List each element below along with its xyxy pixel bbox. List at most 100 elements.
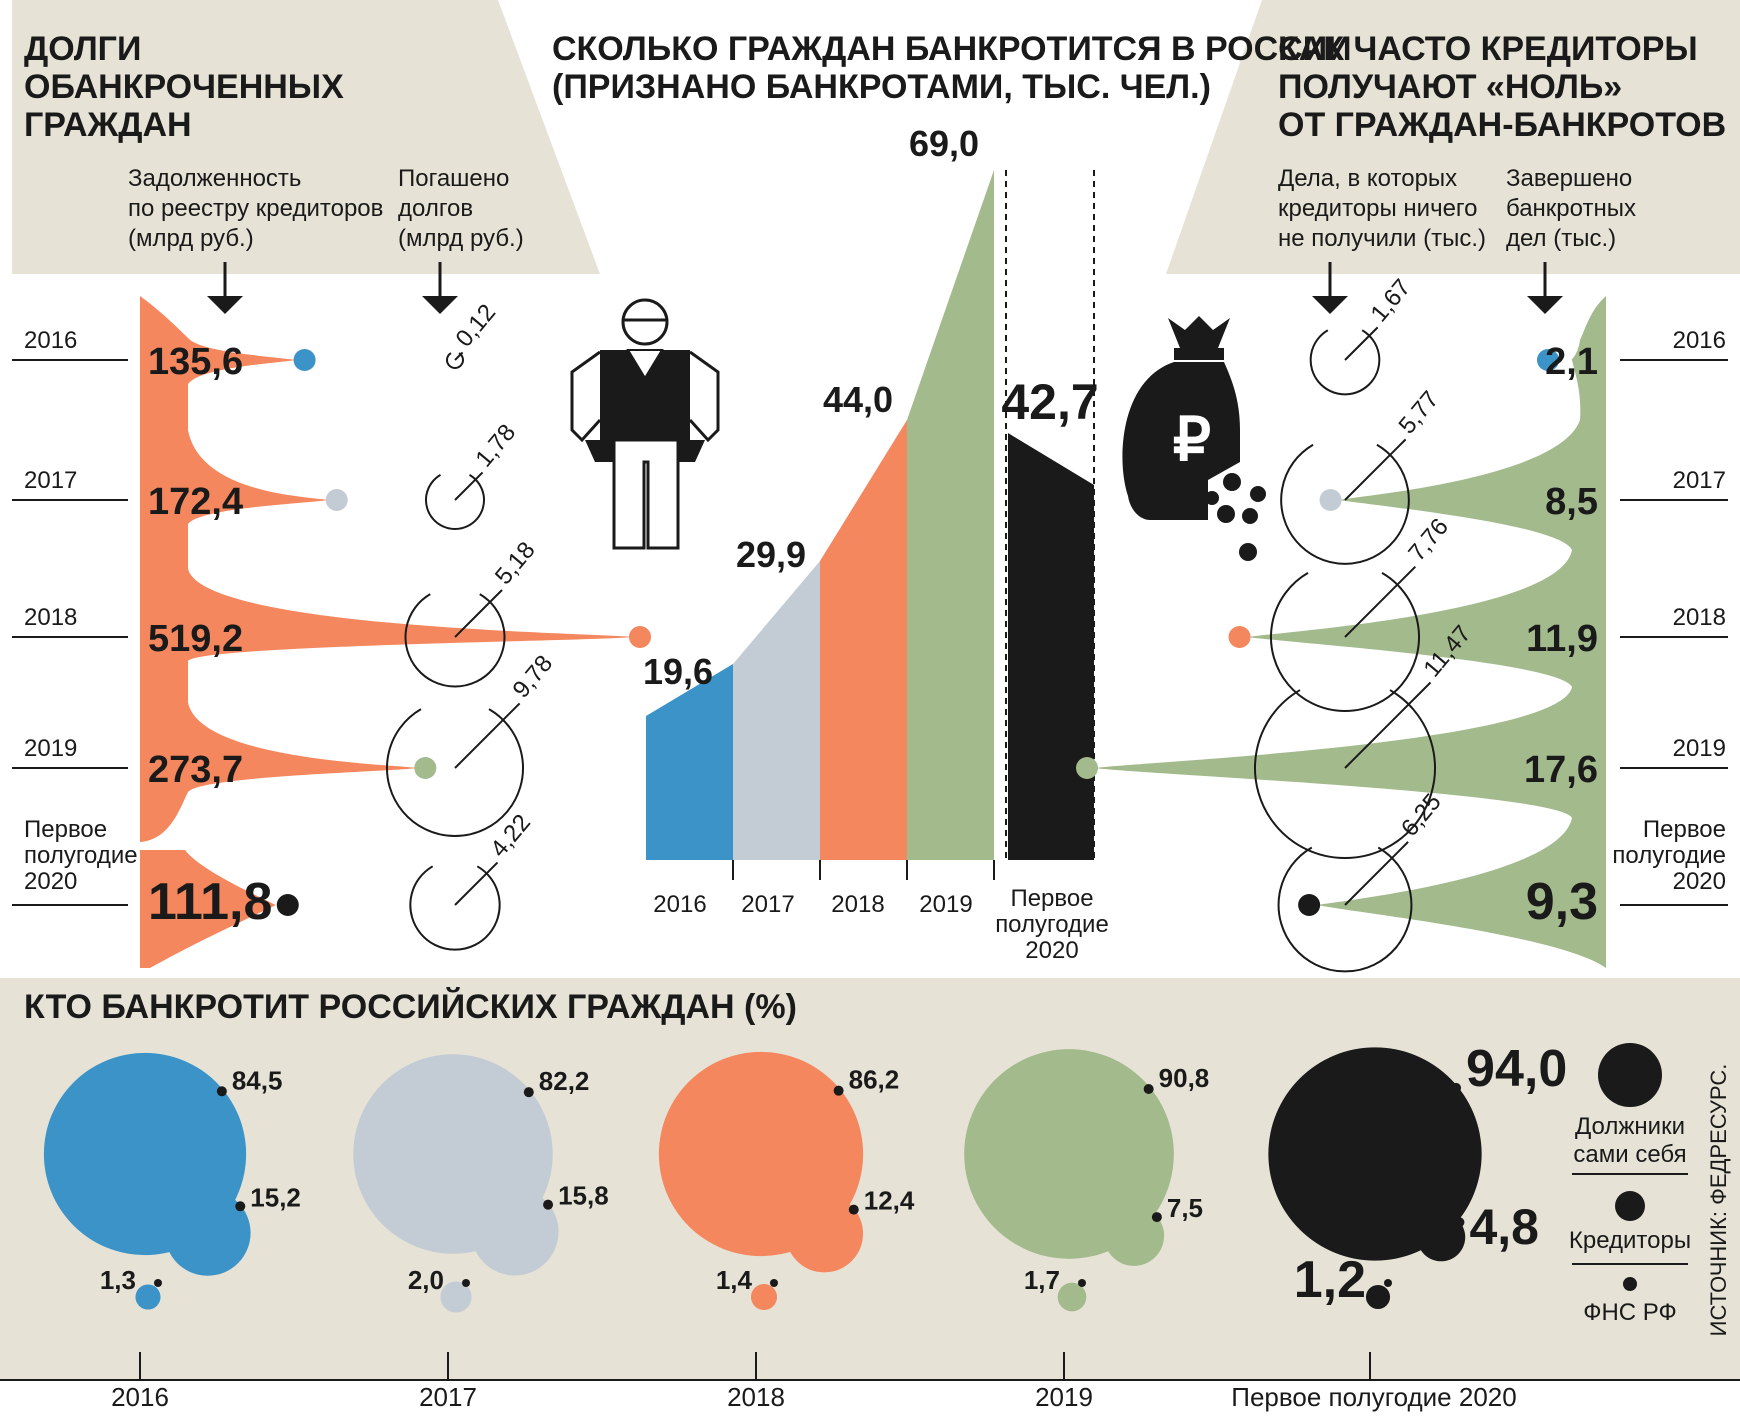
completed-label-2: 11,9 <box>1526 618 1598 660</box>
bubble-year-0: 2016 <box>111 1382 169 1412</box>
person-arm-left <box>570 350 602 443</box>
bankrupts-title-line-2: (ПРИЗНАНО БАНКРОТАМИ, ТЫС. ЧЕЛ.) <box>552 68 1211 106</box>
right-period-2020-line-0: Первое <box>1643 816 1726 843</box>
debt-label-1: 172,4 <box>148 481 243 523</box>
bar-label-1: 29,9 <box>736 534 806 575</box>
repaid-header-line-1: Погашено <box>398 165 510 192</box>
left-period-2020-line-2: 2020 <box>24 868 77 895</box>
debt-marker-2 <box>629 626 651 648</box>
bubble-creditors-dot-1 <box>543 1199 554 1210</box>
bubble-fns-dot-0 <box>154 1279 162 1287</box>
zero-0-label: 1,67 <box>1366 274 1417 327</box>
right-year-label-2: 2018 <box>1673 604 1726 631</box>
bubble-creditors-3 <box>1103 1205 1165 1266</box>
completed-header-line-3: дел (тыс.) <box>1506 225 1617 252</box>
bubble-creditors-dot-2 <box>848 1204 859 1215</box>
debt-area-2020 <box>140 850 276 968</box>
left-year-label-0: 2016 <box>24 327 77 354</box>
repaid-arrow-head <box>422 296 458 314</box>
bag-coin-2 <box>1217 505 1235 523</box>
repaid-1-label: 1,78 <box>470 419 521 472</box>
zero-2-ring <box>1269 572 1421 712</box>
bubble-fns-label-0: 1,3 <box>100 1265 136 1295</box>
right-year-label-1: 2017 <box>1673 467 1726 494</box>
bubble-fns-3 <box>1057 1282 1087 1312</box>
bubble-self-dot-2 <box>833 1085 844 1096</box>
zero-arrow-head <box>1312 296 1348 314</box>
zero-title-line-3: ОТ ГРАЖДАН-БАНКРОТОВ <box>1278 106 1727 144</box>
bar-label-2: 44,0 <box>823 379 893 420</box>
legend-fns-label: ФНС РФ <box>1583 1299 1677 1326</box>
legend-fns-swatch <box>1623 1277 1637 1291</box>
legend-self-swatch <box>1598 1043 1662 1107</box>
bubble-self-dot-0 <box>216 1086 227 1097</box>
zero-4-ring <box>1277 846 1413 973</box>
bubble-self-dot-1 <box>523 1087 534 1098</box>
bubble-year-1: 2017 <box>419 1382 477 1412</box>
debt-header: Задолженность по реестру кредиторов (млр… <box>128 164 383 254</box>
person-head <box>621 298 669 346</box>
repaid-header-line-3: (млрд руб.) <box>398 225 524 252</box>
bag-coin-1 <box>1250 486 1266 502</box>
debts-title-line-2: ОБАНКРОЧЕННЫХ <box>24 68 344 106</box>
bubble-creditors-dot-3 <box>1151 1212 1162 1223</box>
repaid-4-leader <box>454 861 499 906</box>
zero-3-ring <box>1254 689 1436 859</box>
person-collar <box>626 349 664 380</box>
completed-label-3: 17,6 <box>1524 749 1598 791</box>
zero-1-label: 5,77 <box>1394 386 1445 439</box>
legend-creditors-swatch <box>1615 1191 1645 1221</box>
debt-header-line-1: Задолженность <box>128 165 302 192</box>
bubble-self-label-4: 94,0 <box>1466 1040 1567 1098</box>
completed-label-4: 9,3 <box>1526 873 1598 931</box>
zero-1-ring <box>1280 443 1410 565</box>
repaid-header: Погашено долгов (млрд руб.) <box>398 164 524 254</box>
bubble-year-3: 2019 <box>1035 1382 1093 1412</box>
debt-marker-4 <box>276 894 299 916</box>
bubble-fns-dot-4 <box>1384 1279 1392 1287</box>
completed-label-1: 8,5 <box>1545 481 1598 523</box>
bag-coin-0 <box>1223 473 1241 491</box>
left-year-label-3: 2019 <box>24 735 77 762</box>
completed-marker-1 <box>1319 489 1342 511</box>
bubble-self-label-1: 82,2 <box>539 1066 590 1096</box>
bag-neck <box>1174 348 1224 360</box>
debt-label-4: 111,8 <box>148 873 272 931</box>
bag-coin-4 <box>1205 491 1219 505</box>
bar-2 <box>820 420 907 860</box>
debts-title: ДОЛГИ ОБАНКРОЧЕННЫХ ГРАЖДАН <box>24 30 344 144</box>
zero-header: Дела, в которых кредиторы ничего не полу… <box>1278 164 1486 254</box>
bankrupt-person-icon <box>570 298 720 550</box>
zero-title-line-2: ПОЛУЧАЮТ «НОЛЬ» <box>1278 68 1623 106</box>
bubble-fns-label-4: 1,2 <box>1294 1251 1366 1309</box>
initiators-background <box>0 978 1740 1380</box>
completed-marker-2 <box>1228 626 1251 648</box>
bubble-year-4: Первое полугодие 2020 <box>1231 1382 1516 1412</box>
repaid-0-ring <box>446 352 464 369</box>
bubble-self-label-2: 86,2 <box>849 1065 900 1095</box>
bar-xlabel-2: 2018 <box>831 891 884 918</box>
zero-title-line-1: КАК ЧАСТО КРЕДИТОРЫ <box>1278 30 1698 68</box>
legend-creditors-label: Кредиторы <box>1569 1227 1691 1254</box>
repaid-4-ring <box>409 865 501 951</box>
debt-header-line-2: по реестру кредиторов <box>128 195 384 222</box>
bar-label-0: 19,6 <box>643 651 713 692</box>
bar-3 <box>907 170 994 860</box>
bubble-self-dot-3 <box>1143 1084 1154 1095</box>
completed-header: Завершено банкротных дел (тыс.) <box>1506 164 1636 254</box>
repaid-0-label: 0,12 <box>451 299 502 352</box>
completed-header-line-2: банкротных <box>1506 195 1636 222</box>
right-year-label-3: 2019 <box>1673 735 1726 762</box>
zero-header-background <box>1166 0 1740 274</box>
bubble-fns-dot-3 <box>1078 1279 1086 1287</box>
bubble-fns-4 <box>1365 1284 1391 1310</box>
debts-header-background <box>12 0 600 274</box>
bubble-creditors-2 <box>785 1194 864 1273</box>
debt-label-0: 135,6 <box>148 341 243 383</box>
repaid-1-ring <box>425 474 485 531</box>
bubble-self-4 <box>1268 1047 1482 1261</box>
zero-title: КАК ЧАСТО КРЕДИТОРЫ ПОЛУЧАЮТ «НОЛЬ» ОТ Г… <box>1278 30 1726 144</box>
completed-label-0: 2,1 <box>1545 341 1598 383</box>
